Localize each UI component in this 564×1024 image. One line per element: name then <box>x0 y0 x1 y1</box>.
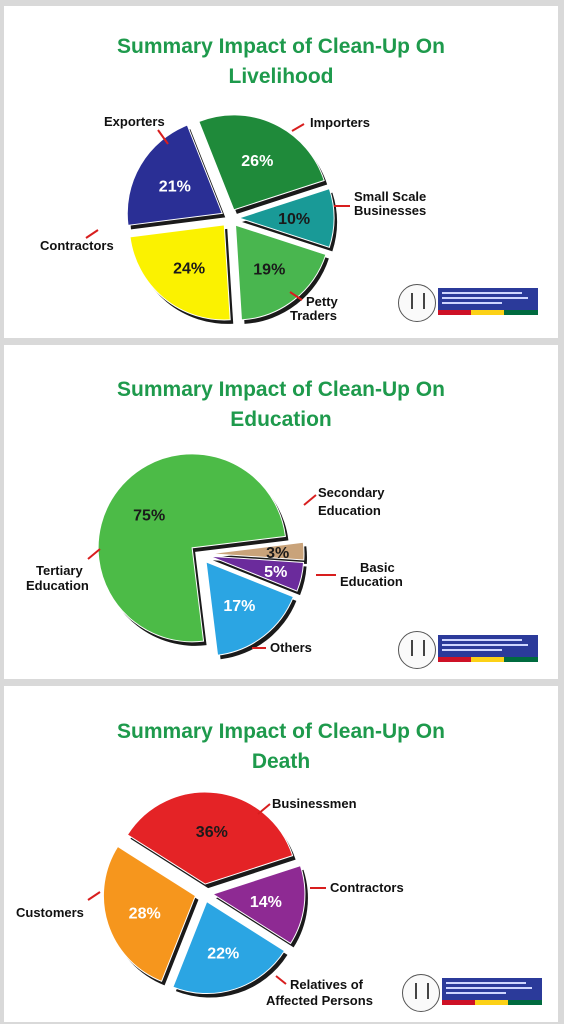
data-label-others: 17% <box>223 598 255 615</box>
chart-title-livelihood: Summary Impact of Clean-Up On Livelihood <box>4 32 558 92</box>
pie-slice-secondary-education <box>209 541 305 561</box>
arrow-exporters <box>157 129 169 145</box>
data-label-basic-education: 5% <box>264 564 287 581</box>
legend-label-relatives-2: Affected Persons <box>266 993 373 1008</box>
pie-slice-importers <box>234 224 327 321</box>
arrow-tertiary <box>87 548 101 560</box>
scales-seal-icon <box>398 631 436 669</box>
pie-slice-basic-education <box>209 555 305 592</box>
data-label-customers: 36% <box>196 824 228 841</box>
chart-title-death: Summary Impact of Clean-Up On Death <box>4 717 558 777</box>
asepa-logo <box>398 631 538 669</box>
pie-slice-petty-traders <box>126 124 223 226</box>
data-label-exporters: 10% <box>278 211 310 228</box>
arrow-contractors <box>85 229 99 239</box>
pie-slice-small-scale-businesses <box>129 224 231 321</box>
data-label-petty-traders: 21% <box>159 178 191 195</box>
ghana-flag-strip <box>438 310 538 315</box>
pie-slice-contractors <box>198 114 325 211</box>
scales-seal-icon <box>402 974 440 1012</box>
arrow-petty <box>289 291 303 301</box>
title-line-1: Summary Impact of Clean-Up On <box>117 378 445 401</box>
pie-slice-others <box>205 561 295 656</box>
pointer-arrows <box>85 123 350 301</box>
chart-title-education: Summary Impact of Clean-Up On Education <box>4 375 558 435</box>
title-line-2: Death <box>251 750 311 773</box>
legend-label-small-scale-1: Small Scale <box>354 189 426 204</box>
legend-label-customers: Customers <box>16 905 84 920</box>
data-label-contractors: 26% <box>241 153 273 170</box>
pointer-arrows <box>87 803 326 985</box>
title-line-1: Summary Impact of Clean-Up On <box>117 720 445 743</box>
pie-slice-businessmen <box>211 865 306 945</box>
arrow-businessmen <box>257 803 271 815</box>
title-line-2: Livelihood <box>228 65 334 88</box>
pie-slices: 14% 22% 28% 36% <box>102 791 308 998</box>
legend-label-basic-2: Education <box>340 574 403 589</box>
legend-label-contractors: Contractors <box>40 238 114 253</box>
pie-chart-livelihood: 10% 19% 24% 21% 26% Exporters Importers Smal… <box>40 114 426 324</box>
arrow-importers <box>291 123 305 132</box>
ghana-flag-strip <box>438 657 538 662</box>
legend-label-businessmen: Businessmen <box>272 796 357 811</box>
pie-slices: 3% 5% 17% 75% <box>97 453 307 660</box>
data-label-contractors: 22% <box>207 945 239 962</box>
arrow-relatives <box>275 975 287 985</box>
legend-label-exporters: Exporters <box>104 114 165 129</box>
legend-label-basic-1: Basic <box>360 560 395 575</box>
title-line-2: Education <box>230 408 332 431</box>
pointer-arrows <box>87 494 336 649</box>
slide-livelihood: Summary Impact of Clean-Up On Livelihood… <box>4 6 558 338</box>
data-label-relatives-of-affected-persons: 28% <box>129 905 161 922</box>
legend-label-secondary-1: Secondary <box>318 485 385 500</box>
legend-label-relatives-1: Relatives of <box>290 977 364 992</box>
asepa-logo <box>398 284 538 322</box>
legend-label-petty-2: Traders <box>290 308 337 323</box>
pie-slice-contractors <box>172 900 286 995</box>
arrow-secondary <box>303 494 317 506</box>
pie-slices: 10% 19% 24% 21% 26% <box>126 114 337 324</box>
legend-label-secondary-2: Education <box>318 503 381 518</box>
slide-death: Summary Impact of Clean-Up On Death 14% 2… <box>4 686 558 1022</box>
data-label-importers: 19% <box>253 262 285 279</box>
ghana-flag-strip <box>442 1000 542 1005</box>
legend-label-contractors: Contractors <box>330 880 404 895</box>
legend-label-others: Others <box>270 640 312 655</box>
legend-label-tertiary-2: Education <box>26 578 89 593</box>
data-label-secondary-education: 3% <box>266 545 289 562</box>
legend-label-importers: Importers <box>310 115 370 130</box>
legend-label-tertiary-1: Tertiary <box>36 563 83 578</box>
pie-slice-exporters <box>237 188 335 248</box>
scales-seal-icon <box>398 284 436 322</box>
legend-label-petty-1: Petty <box>306 294 339 309</box>
pie-slice-tertiary-education <box>97 453 286 643</box>
pie-slice-relatives-of-affected-persons <box>102 845 197 982</box>
pie-chart-death: 14% 22% 28% 36% Businessmen Contractors Rel… <box>16 791 404 1008</box>
data-label-businessmen: 14% <box>250 894 282 911</box>
arrow-customers <box>87 891 101 901</box>
legend-label-small-scale-2: Businesses <box>354 203 426 218</box>
pie-slice-customers <box>126 791 294 885</box>
data-label-tertiary-education: 75% <box>133 507 165 524</box>
asepa-logo <box>402 974 542 1012</box>
title-line-1: Summary Impact of Clean-Up On <box>117 35 445 58</box>
pie-chart-education: 3% 5% 17% 75% Secondary Education Basic Edu… <box>26 453 403 660</box>
data-label-small-scale-businesses: 24% <box>173 260 205 277</box>
slide-education: Summary Impact of Clean-Up On Education … <box>4 345 558 679</box>
